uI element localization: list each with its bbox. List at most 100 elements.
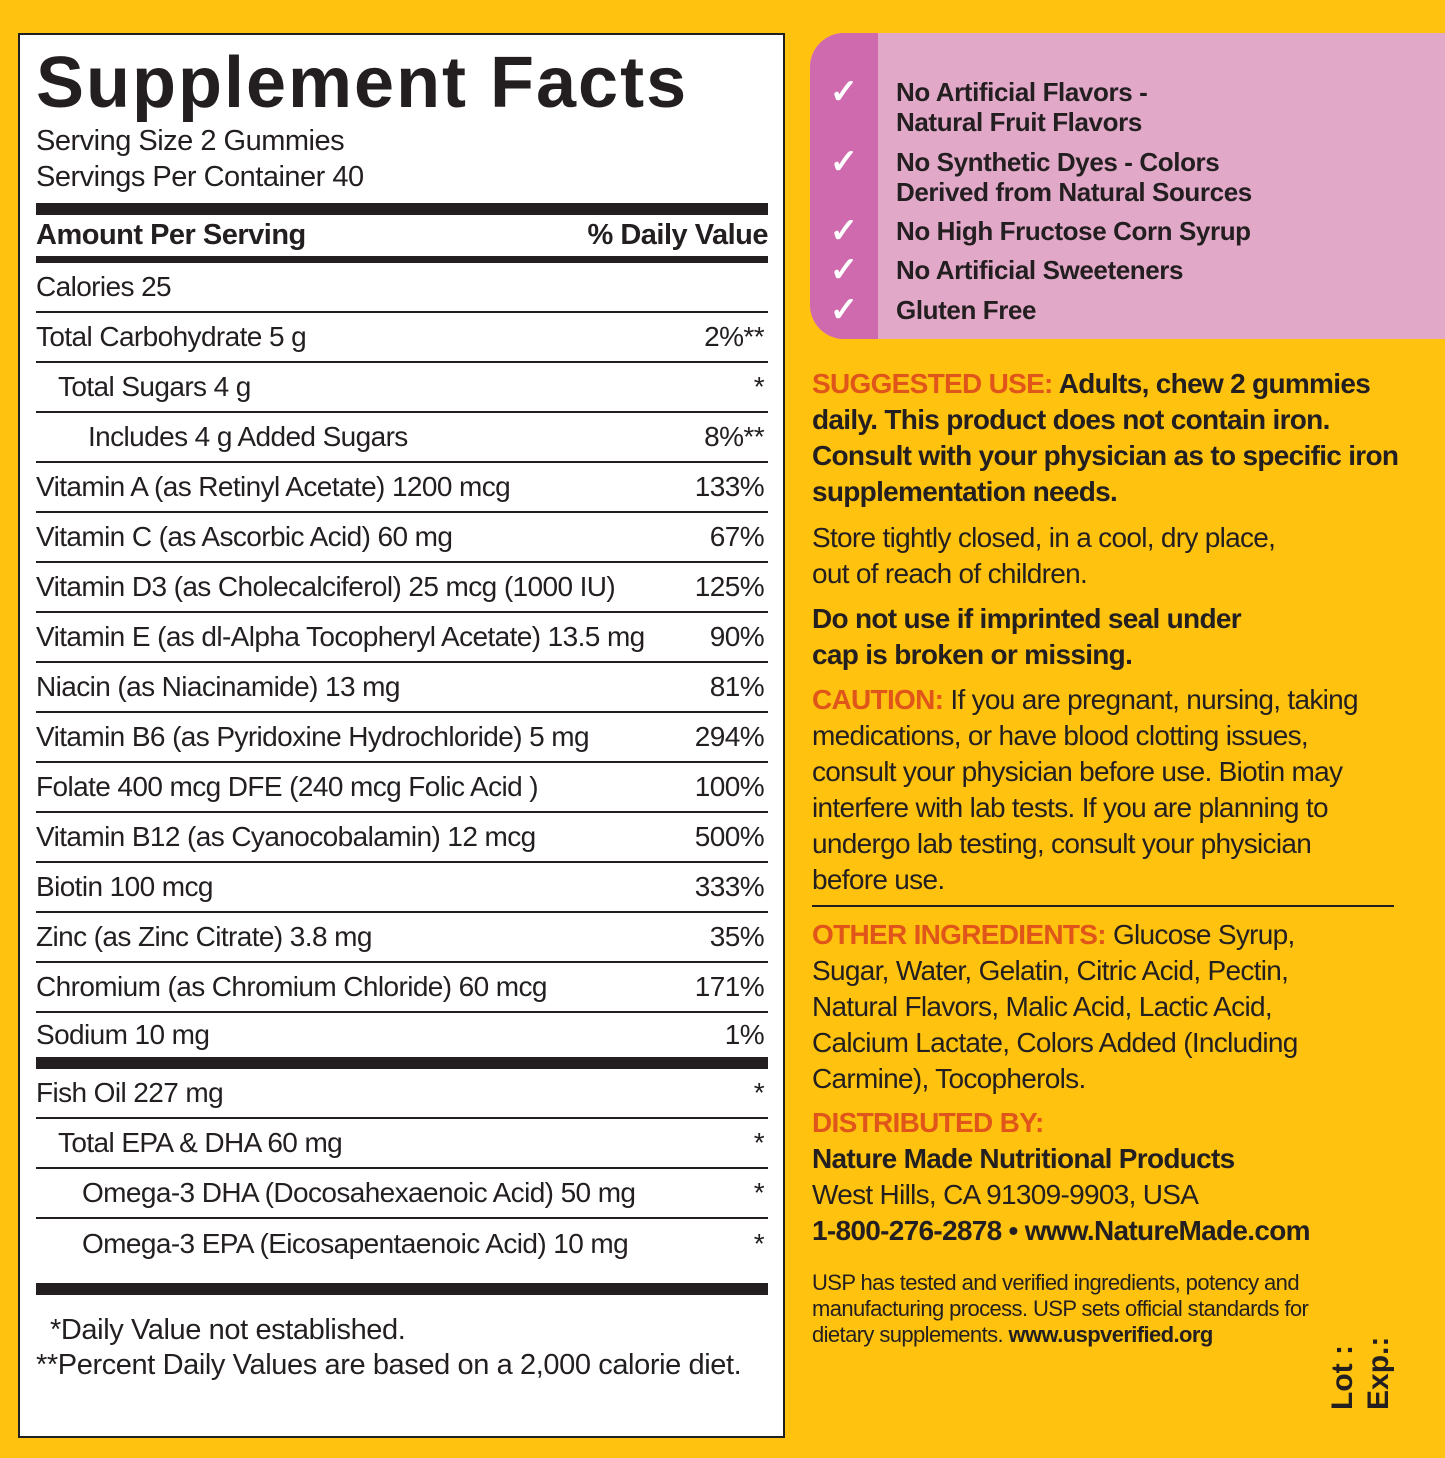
check-icon: ✓ xyxy=(829,251,859,289)
column-header: Amount Per Serving % Daily Value xyxy=(36,215,768,263)
nutrient-row: Vitamin E (as dl-Alpha Tocopheryl Acetat… xyxy=(36,613,768,663)
nutrient-label: Vitamin B12 (as Cyanocobalamin) 12 mcg xyxy=(36,821,536,852)
calories: Calories 25 xyxy=(36,271,172,302)
seal-warning: Do not use if imprinted seal under cap i… xyxy=(812,603,1242,670)
nutrient-label: Vitamin D3 (as Cholecalciferol) 25 mcg (… xyxy=(36,571,616,602)
facts-title: Supplement Facts xyxy=(36,43,689,123)
nutrient-label: Zinc (as Zinc Citrate) 3.8 mg xyxy=(36,921,372,952)
nutrient-row: Total Carbohydrate 5 g 2%** xyxy=(36,313,768,363)
claim-text: No Artificial Flavors - Natural Fruit Fla… xyxy=(896,77,1148,137)
nutrient-row: Vitamin A (as Retinyl Acetate) 1200 mcg 1… xyxy=(36,463,768,513)
caution-text: If you are pregnant, nursing, taking med… xyxy=(812,684,1359,895)
claims-panel: ✓ No Artificial Flavors - Natural Fruit Fl… xyxy=(810,33,1445,339)
nutrient-label: Omega-3 DHA (Docosahexaenoic Acid) 50 mg xyxy=(82,1177,636,1208)
daily-value: 100% xyxy=(694,771,765,802)
company: Nature Made Nutritional Products xyxy=(812,1143,1235,1174)
address: West Hills, CA 91309-9903, USA xyxy=(812,1179,1199,1210)
daily-value: 125% xyxy=(694,571,765,602)
amount-header: Amount Per Serving xyxy=(36,219,306,251)
nutrient-row: Vitamin C (as Ascorbic Acid) 60 mg 67% xyxy=(36,513,768,563)
caution: CAUTION: If you are pregnant, nursing, t… xyxy=(812,682,1372,898)
nutrient-label: Total EPA & DHA 60 mg xyxy=(58,1127,343,1158)
nutrient-row: Chromium (as Chromium Chloride) 60 mcg 17… xyxy=(36,963,768,1013)
nutrient-label: Vitamin C (as Ascorbic Acid) 60 mg xyxy=(36,521,453,552)
nutrient-row: Total EPA & DHA 60 mg * xyxy=(36,1119,768,1169)
nutrient-row: Biotin 100 mcg 333% xyxy=(36,863,768,913)
nutrient-row: Total Sugars 4 g * xyxy=(36,363,768,413)
daily-value: 1% xyxy=(724,1019,765,1050)
lot-label: Lot : xyxy=(1326,1345,1359,1410)
nutrient-row: Sodium 10 mg 1% xyxy=(36,1013,768,1069)
daily-value: 171% xyxy=(694,971,765,1002)
daily-value: 500% xyxy=(694,821,765,852)
storage: Store tightly closed, in a cool, dry pla… xyxy=(812,522,1276,589)
nutrient-row: Omega-3 EPA (Eicosapentaenoic Acid) 10 m… xyxy=(36,1219,768,1269)
daily-value: 81% xyxy=(709,671,765,702)
nutrient-label: Folate 400 mcg DFE (240 mcg Folic Acid ) xyxy=(36,771,539,802)
lot-exp: Lot : Exp.: xyxy=(1325,1337,1397,1410)
daily-value: * xyxy=(753,1127,765,1158)
nutrient-label: Vitamin B6 (as Pyridoxine Hydrochloride)… xyxy=(36,721,590,752)
claims-strip xyxy=(810,33,878,339)
divider xyxy=(36,1283,768,1295)
nutrient-row: Omega-3 DHA (Docosahexaenoic Acid) 50 mg… xyxy=(36,1169,768,1219)
supplement-facts-panel: Supplement Facts Serving Size 2 Gummies … xyxy=(18,33,785,1438)
usp-link[interactable]: www.uspverified.org xyxy=(1008,1322,1214,1347)
nutrient-label: Total Sugars 4 g xyxy=(58,371,251,402)
claim-item: ✓ No Artificial Sweeteners xyxy=(810,251,1445,289)
contact: 1-800-276-2878 • www.NatureMade.com xyxy=(812,1215,1311,1246)
nutrient-label: Chromium (as Chromium Chloride) 60 mcg xyxy=(36,971,548,1002)
nutrient-row: Vitamin B12 (as Cyanocobalamin) 12 mcg 50… xyxy=(36,813,768,863)
daily-value: * xyxy=(753,371,765,402)
claim-text: Gluten Free xyxy=(896,295,1037,325)
nutrient-label: Vitamin E (as dl-Alpha Tocopheryl Acetat… xyxy=(36,621,645,652)
nutrient-row: Vitamin D3 (as Cholecalciferol) 25 mcg (… xyxy=(36,563,768,613)
nutrient-label: Niacin (as Niacinamide) 13 mg xyxy=(36,671,400,702)
check-icon: ✓ xyxy=(829,143,859,181)
usp-text: USP has tested and verified ingredients,… xyxy=(812,1270,1309,1347)
claim-text: No Synthetic Dyes - Colors Derived from N… xyxy=(896,147,1252,207)
nutrient-row: Fish Oil 227 mg * xyxy=(36,1069,768,1119)
nutrient-row: Zinc (as Zinc Citrate) 3.8 mg 35% xyxy=(36,913,768,963)
nutrient-label: Vitamin A (as Retinyl Acetate) 1200 mcg xyxy=(36,471,511,502)
distributed-label: DISTRIBUTED BY: xyxy=(812,1107,1044,1138)
daily-value: 8%** xyxy=(704,421,764,452)
nutrient-row: Folate 400 mcg DFE (240 mcg Folic Acid )… xyxy=(36,763,768,813)
suggested-use: SUGGESTED USE: Adults, chew 2 gummies da… xyxy=(812,366,1402,510)
daily-value: 67% xyxy=(709,521,765,552)
nutrient-label: Fish Oil 227 mg xyxy=(36,1077,224,1108)
daily-value: 133% xyxy=(694,471,765,502)
calories-row: Calories 25 xyxy=(36,263,768,313)
serving-size: Serving Size 2 Gummies xyxy=(36,125,345,157)
claim-item: ✓ No Synthetic Dyes - Colors Derived from … xyxy=(810,143,1445,207)
claim-item: ✓ Gluten Free xyxy=(810,293,1445,327)
usp-statement: USP has tested and verified ingredients,… xyxy=(812,1270,1332,1348)
nutrient-label: Includes 4 g Added Sugars xyxy=(88,421,408,452)
distributor: DISTRIBUTED BY: Nature Made Nutritional … xyxy=(812,1105,1402,1249)
check-icon: ✓ xyxy=(829,212,859,250)
footnote: *Daily Value not established. xyxy=(50,1314,406,1346)
claim-item: ✓ No High Fructose Corn Syrup xyxy=(810,212,1445,250)
nutrient-label: Omega-3 EPA (Eicosapentaenoic Acid) 10 m… xyxy=(82,1228,629,1259)
nutrient-label: Total Carbohydrate 5 g xyxy=(36,321,307,352)
daily-value: * xyxy=(753,1077,765,1108)
nutrient-row: Vitamin B6 (as Pyridoxine Hydrochloride)… xyxy=(36,713,768,763)
nutrient-row: Niacin (as Niacinamide) 13 mg 81% xyxy=(36,663,768,713)
footnote: **Percent Daily Values are based on a 2,… xyxy=(36,1349,742,1381)
daily-value: 90% xyxy=(709,621,765,652)
dv-header: % Daily Value xyxy=(587,219,769,251)
check-icon: ✓ xyxy=(829,73,859,111)
daily-value: 333% xyxy=(694,871,765,902)
claim-text: No Artificial Sweeteners xyxy=(896,255,1184,285)
suggested-use-label: SUGGESTED USE: xyxy=(812,368,1053,399)
daily-value: * xyxy=(753,1228,765,1259)
nutrient-label: Biotin 100 mcg xyxy=(36,871,213,902)
other-ingredients-text: Glucose Syrup, Sugar, Water, Gelatin, Ci… xyxy=(812,919,1298,1094)
divider xyxy=(812,905,1394,907)
nutrient-row: Includes 4 g Added Sugars 8%** xyxy=(36,413,768,463)
claim-item: ✓ No Artificial Flavors - Natural Fruit Fl… xyxy=(810,73,1445,137)
daily-value: 294% xyxy=(694,721,765,752)
claim-text: No High Fructose Corn Syrup xyxy=(896,216,1251,246)
daily-value: * xyxy=(753,1177,765,1208)
nutrient-label: Sodium 10 mg xyxy=(36,1019,210,1050)
